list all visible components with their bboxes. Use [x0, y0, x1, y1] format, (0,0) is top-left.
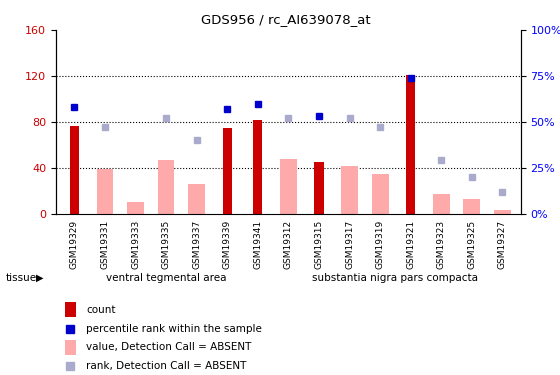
Bar	[188, 184, 205, 214]
Bar	[127, 202, 144, 214]
Text: rank, Detection Call = ABSENT: rank, Detection Call = ABSENT	[86, 361, 246, 371]
Text: substantia nigra pars compacta: substantia nigra pars compacta	[312, 273, 478, 284]
Text: count: count	[86, 305, 116, 315]
Bar	[433, 194, 450, 214]
Text: GDS956 / rc_AI639078_at: GDS956 / rc_AI639078_at	[201, 13, 370, 26]
Bar	[494, 210, 511, 214]
Text: percentile rank within the sample: percentile rank within the sample	[86, 324, 262, 333]
Bar	[372, 174, 389, 214]
Bar	[341, 165, 358, 214]
Bar	[223, 128, 232, 214]
Text: ▶: ▶	[36, 273, 44, 283]
Bar	[158, 160, 175, 214]
Text: value, Detection Call = ABSENT: value, Detection Call = ABSENT	[86, 342, 251, 352]
Bar	[70, 126, 79, 214]
Bar	[253, 120, 263, 214]
Text: tissue: tissue	[6, 273, 37, 283]
Bar	[464, 199, 480, 214]
Bar	[314, 162, 324, 214]
Bar	[280, 159, 297, 214]
Bar	[66, 340, 76, 355]
Bar	[66, 302, 76, 317]
Text: ventral tegmental area: ventral tegmental area	[106, 273, 226, 284]
Bar	[96, 169, 113, 214]
Bar	[406, 75, 416, 214]
